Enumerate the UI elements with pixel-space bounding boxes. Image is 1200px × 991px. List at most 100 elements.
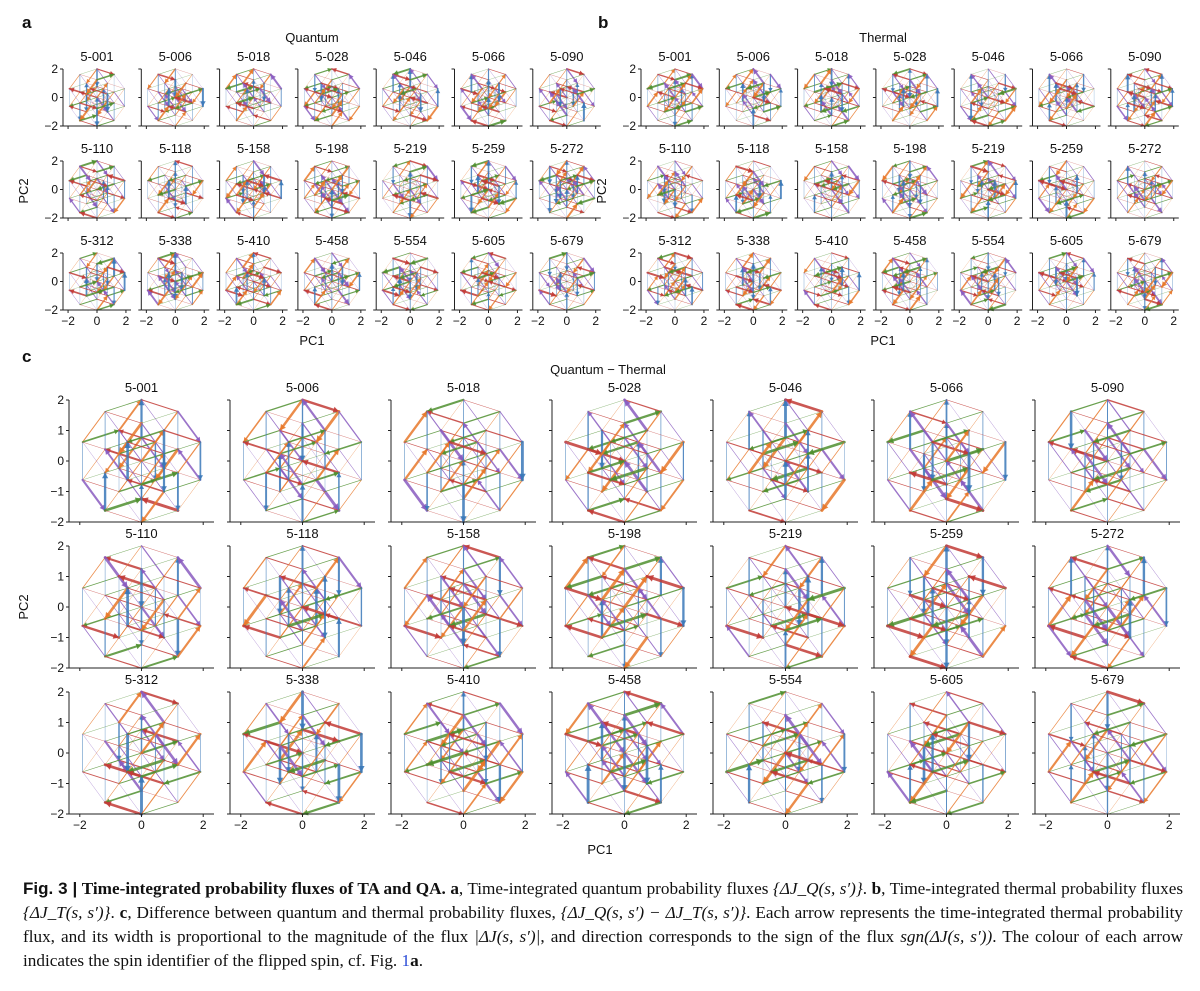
flux-arrowhead — [355, 179, 360, 184]
flux-arrow — [1076, 290, 1095, 296]
x-tick-label: 0 — [1063, 314, 1070, 328]
flux-arrowhead — [170, 96, 176, 101]
flux-arrowhead — [1149, 180, 1154, 185]
flux-arrow — [1066, 100, 1078, 116]
flux-arrow — [348, 258, 360, 273]
flux-arrow — [988, 258, 1006, 264]
flux-arrow — [225, 91, 237, 107]
flux-arrowhead — [243, 83, 248, 88]
flux-arrowhead — [977, 83, 983, 89]
flux-arrowhead — [97, 259, 103, 265]
flux-arrow — [926, 73, 938, 90]
flux-arrowhead — [127, 478, 133, 484]
flux-arrow — [647, 258, 659, 273]
flux-arrow — [348, 88, 360, 104]
x-tick-label: −2 — [296, 314, 310, 328]
flux-arrow — [325, 284, 343, 291]
y-tick-label: −2 — [44, 119, 58, 133]
instance-label: 5-046 — [972, 49, 1005, 64]
flux-arrowhead — [697, 85, 703, 90]
flux-arrow — [321, 284, 339, 291]
flux-arrow — [831, 194, 849, 201]
flux-arrow — [1144, 252, 1163, 259]
flux-arrow — [1055, 277, 1067, 293]
flux-arrow — [753, 86, 765, 102]
flux-arrow — [920, 88, 938, 95]
x-tick-label: 0 — [485, 314, 492, 328]
flux-arrow — [577, 106, 595, 112]
instance-label: 5-006 — [159, 49, 192, 64]
flux-arrow — [960, 91, 972, 107]
flux-arrow — [909, 192, 921, 208]
flux-arrowhead — [748, 189, 754, 196]
flux-arrow — [909, 299, 928, 305]
x-tick-label: 0 — [750, 314, 757, 328]
flux-arrowhead — [265, 97, 271, 103]
flux-arrow — [960, 180, 972, 196]
flux-arrowhead — [653, 92, 658, 98]
flux-arrow — [882, 275, 893, 291]
flux-arrowhead — [486, 292, 491, 297]
flux-arrow — [263, 88, 282, 95]
flux-arrow — [1134, 100, 1152, 107]
flux-arrow — [742, 192, 754, 208]
flux-arrowhead — [1061, 251, 1067, 257]
flux-arrow — [770, 258, 782, 273]
flux-arrowhead — [1072, 203, 1077, 209]
flux-arrow — [566, 252, 585, 259]
flux-arrow — [1048, 165, 1067, 173]
flux-arrowhead — [765, 286, 771, 291]
flux-arrow — [348, 290, 360, 305]
panel-title-b: Thermal — [859, 30, 907, 45]
flux-arrow — [681, 197, 693, 213]
flux-arrowhead — [1134, 198, 1139, 203]
flux-arrow — [96, 194, 115, 201]
flux-arrowhead — [1140, 189, 1145, 194]
flux-arrow — [96, 270, 115, 277]
flux-arrow — [725, 258, 737, 274]
flux-arrow — [824, 197, 843, 205]
flux-arrow — [399, 192, 411, 208]
flux-arrowhead — [1089, 267, 1095, 273]
flux-arrow — [86, 100, 104, 107]
flux-arrow — [69, 88, 81, 104]
flux-arrowhead — [1129, 174, 1135, 179]
flux-arrow — [477, 100, 496, 107]
flux-arrow — [348, 275, 360, 291]
flux-arrowhead — [1156, 298, 1162, 305]
flux-arrow — [1144, 74, 1163, 81]
flux-arrowhead — [556, 100, 562, 107]
flux-arrow — [175, 270, 193, 277]
flux-arrowhead — [698, 198, 703, 204]
subplot-a-5-679: 5-679−2 0 2 — [529, 233, 601, 328]
flux-arrow — [1134, 175, 1145, 190]
flux-arrow — [803, 88, 815, 104]
flux-arrowhead — [349, 281, 354, 287]
flux-arrow — [1144, 286, 1163, 293]
flux-arrowhead — [248, 263, 254, 270]
flux-arrow — [892, 180, 904, 196]
flux-arrow — [837, 272, 850, 288]
flux-arrow — [69, 272, 81, 288]
flux-arrowhead — [1167, 179, 1173, 185]
flux-arrow — [321, 203, 333, 219]
flux-arrowhead — [746, 84, 753, 90]
flux-arrow — [664, 88, 682, 95]
flux-arrow — [225, 289, 237, 305]
flux-arrowhead — [732, 74, 737, 79]
flux-arrowhead — [547, 271, 552, 276]
flux-arrow — [69, 74, 81, 90]
flux-arrow — [314, 275, 333, 282]
flux-arrowhead — [397, 278, 403, 283]
y-tick-label: 2 — [51, 246, 58, 260]
flux-arrowhead — [577, 199, 583, 205]
flux-arrow — [494, 198, 506, 213]
flux-arrow — [392, 183, 411, 190]
flux-arrowhead — [180, 199, 186, 205]
flux-arrowhead — [488, 103, 493, 109]
flux-arrow — [915, 105, 928, 122]
